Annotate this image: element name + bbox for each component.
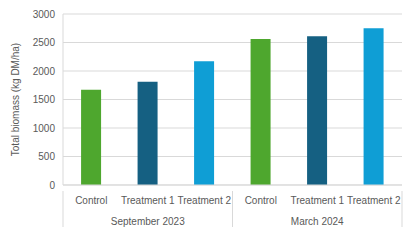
svg-text:2500: 2500	[33, 37, 56, 48]
svg-text:Total biomass (kg DM/ha): Total biomass (kg DM/ha)	[10, 43, 21, 156]
svg-text:500: 500	[38, 151, 55, 162]
svg-text:Treatment 2: Treatment 2	[347, 195, 401, 206]
svg-text:1000: 1000	[33, 123, 56, 134]
svg-text:Treatment 2: Treatment 2	[177, 195, 231, 206]
svg-text:Control: Control	[75, 195, 107, 206]
svg-text:Control: Control	[245, 195, 277, 206]
svg-text:2000: 2000	[33, 66, 56, 77]
svg-text:1500: 1500	[33, 94, 56, 105]
svg-text:3000: 3000	[33, 9, 56, 20]
svg-text:September 2023: September 2023	[111, 216, 185, 227]
svg-text:Treatment 1: Treatment 1	[121, 195, 175, 206]
svg-text:March 2024: March 2024	[291, 216, 344, 227]
svg-text:Treatment 1: Treatment 1	[290, 195, 344, 206]
svg-text:0: 0	[49, 180, 55, 191]
